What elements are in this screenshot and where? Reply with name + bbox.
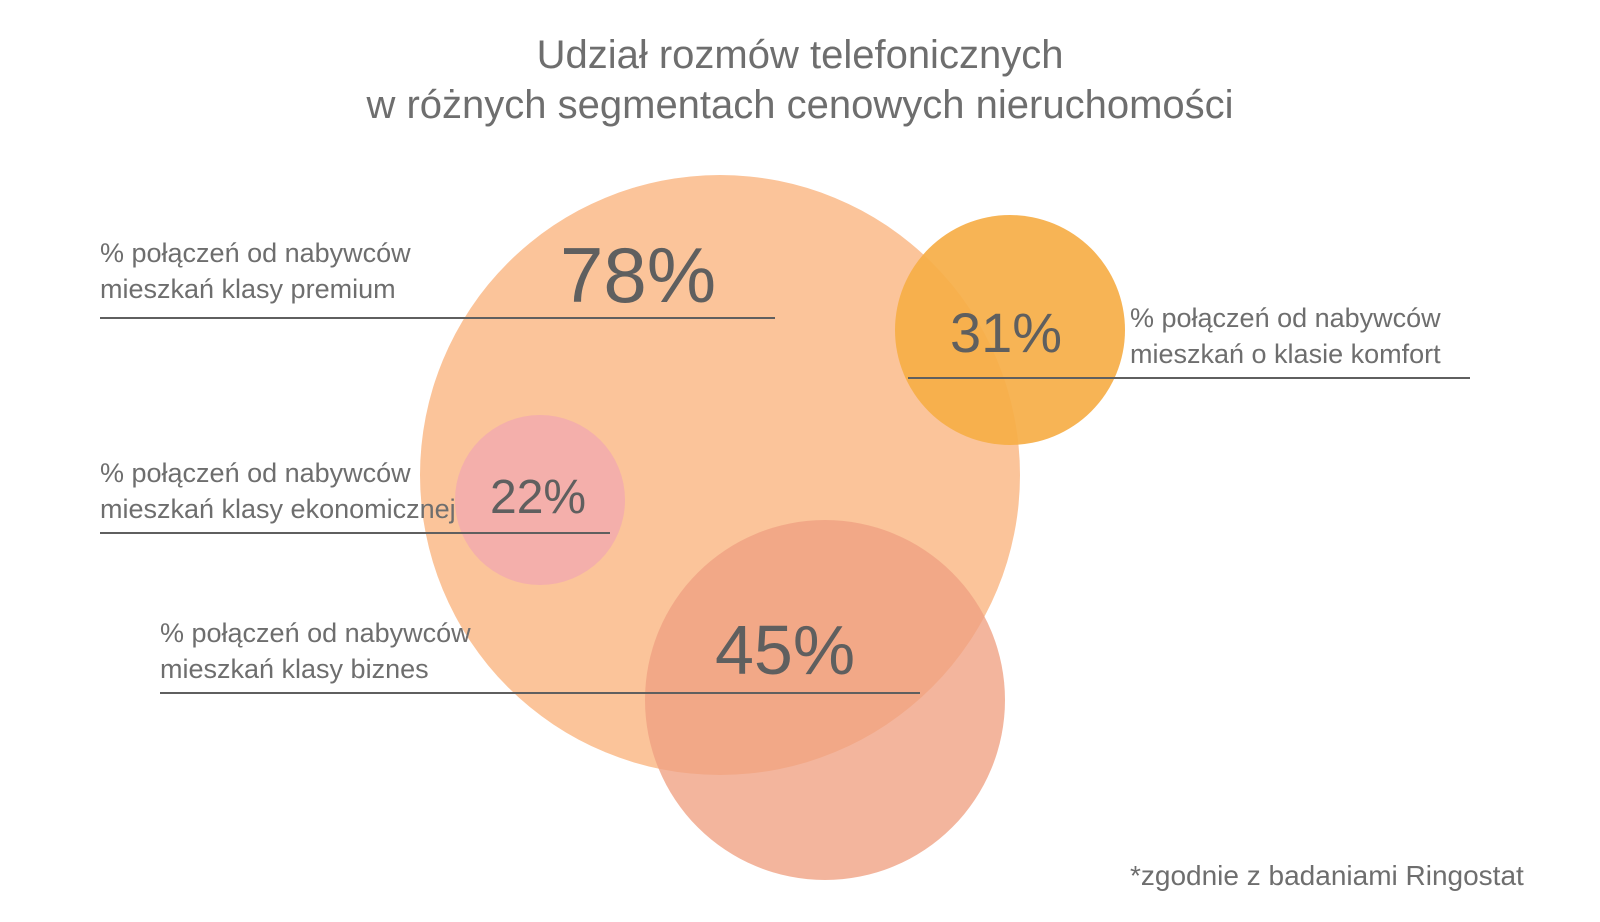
label-komfort-line2: mieszkań o klasie komfort (1130, 339, 1441, 369)
label-biznes: % połączeń od nabywców mieszkań klasy bi… (160, 615, 471, 688)
footnote: *zgodnie z badaniami Ringostat (1130, 860, 1524, 892)
chart-stage: Udział rozmów telefonicznych w różnych s… (0, 0, 1600, 922)
value-komfort: 31% (950, 300, 1062, 365)
title-line-2: w różnych segmentach cenowych nieruchomo… (366, 83, 1233, 127)
label-premium-line2: mieszkań klasy premium (100, 274, 396, 304)
bubble-biznes (645, 520, 1005, 880)
leader-line-ekonomiczna (100, 532, 610, 534)
value-premium: 78% (560, 230, 716, 321)
value-biznes: 45% (715, 610, 855, 690)
label-komfort-line1: % połączeń od nabywców (1130, 303, 1441, 333)
label-biznes-line2: mieszkań klasy biznes (160, 654, 429, 684)
label-biznes-line1: % połączeń od nabywców (160, 618, 471, 648)
leader-line-biznes (160, 692, 920, 694)
label-komfort: % połączeń od nabywców mieszkań o klasie… (1130, 300, 1441, 373)
label-ekonomiczna-line2: mieszkań klasy ekonomicznej (100, 494, 456, 524)
label-premium: % połączeń od nabywców mieszkań klasy pr… (100, 235, 411, 308)
chart-title: Udział rozmów telefonicznych w różnych s… (0, 30, 1600, 130)
label-ekonomiczna-line1: % połączeń od nabywców (100, 458, 411, 488)
label-ekonomiczna: % połączeń od nabywców mieszkań klasy ek… (100, 455, 456, 528)
leader-line-komfort (908, 377, 1470, 379)
value-ekonomiczna: 22% (490, 470, 586, 525)
label-premium-line1: % połączeń od nabywców (100, 238, 411, 268)
title-line-1: Udział rozmów telefonicznych (537, 33, 1064, 77)
